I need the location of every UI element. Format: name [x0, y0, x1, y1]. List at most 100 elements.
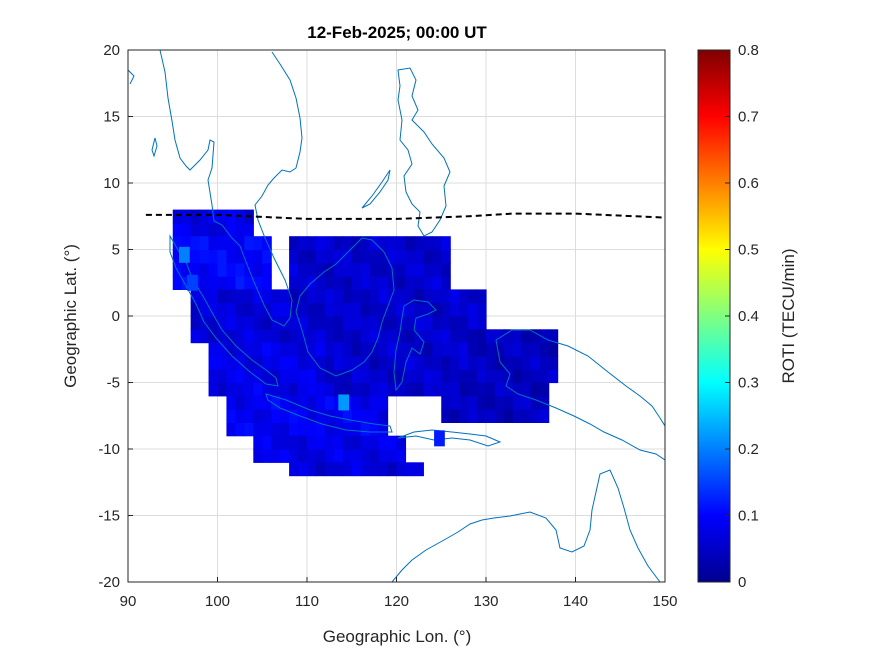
roti-cell — [226, 395, 236, 410]
roti-cell — [351, 435, 362, 450]
roti-cell — [289, 262, 299, 277]
roti-cell — [405, 262, 415, 277]
roti-cell — [369, 382, 380, 397]
roti-cell — [253, 409, 263, 423]
roti-cell — [315, 236, 326, 251]
roti-cell — [414, 316, 424, 330]
roti-cell — [262, 249, 272, 264]
roti-cell — [226, 222, 236, 237]
roti-cell — [530, 369, 541, 384]
roti-cell — [289, 249, 299, 264]
roti-cell — [190, 329, 201, 344]
roti-cell — [423, 276, 433, 290]
roti-cell — [414, 462, 424, 477]
roti-cell — [360, 329, 371, 344]
roti-cell — [468, 316, 478, 330]
roti-cell — [405, 302, 415, 317]
roti-cell — [468, 369, 478, 384]
roti-cell — [459, 355, 469, 370]
roti-cell — [280, 329, 290, 344]
roti-cell — [208, 316, 219, 330]
roti-cell — [396, 382, 407, 397]
roti-cell — [432, 289, 442, 304]
roti-cell — [369, 316, 380, 330]
roti-cell — [324, 276, 335, 290]
x-tick-label: 140 — [563, 593, 588, 610]
roti-cell — [235, 262, 245, 277]
colorbar-label: ROTI (TECU/min) — [779, 248, 798, 383]
roti-cell — [190, 316, 201, 330]
roti-cell — [378, 409, 389, 423]
roti-cell — [369, 422, 380, 437]
roti-cell — [387, 276, 398, 290]
roti-cell — [441, 249, 451, 264]
coastline-andaman-islands — [151, 137, 158, 158]
roti-cell — [477, 395, 487, 410]
roti-cell — [530, 355, 541, 370]
roti-cell — [190, 289, 201, 304]
roti-cell — [378, 276, 389, 290]
roti-cell — [521, 355, 532, 370]
roti-cell — [351, 355, 362, 370]
roti-cell — [298, 382, 308, 397]
coastline-sumatra — [169, 234, 279, 387]
roti-cell — [262, 276, 272, 290]
roti-cell — [396, 435, 407, 450]
roti-cell — [396, 369, 407, 384]
roti-cell — [262, 395, 272, 410]
roti-cell — [360, 249, 371, 264]
roti-cell — [271, 449, 281, 463]
roti-cell — [315, 342, 326, 357]
roti-cell — [387, 369, 398, 384]
roti-cell — [387, 289, 398, 304]
x-tick-label: 100 — [205, 593, 230, 610]
roti-cell — [521, 369, 532, 384]
roti-cell — [441, 382, 451, 397]
chart-title: 12-Feb-2025; 00:00 UT — [307, 23, 487, 42]
roti-cell — [315, 302, 326, 317]
roti-cell — [503, 395, 514, 410]
roti-cell — [226, 355, 236, 370]
roti-cell — [217, 355, 228, 370]
roti-cell — [324, 342, 335, 357]
roti-cell — [315, 289, 326, 304]
roti-cell — [423, 302, 433, 317]
roti-cell — [441, 329, 451, 344]
roti-cell — [217, 382, 228, 397]
roti-cell — [235, 329, 245, 344]
roti-cell — [315, 382, 326, 397]
roti-cell — [324, 395, 335, 410]
roti-cell — [378, 422, 389, 437]
roti-cell — [414, 262, 424, 277]
roti-cell — [172, 276, 183, 290]
roti-cell — [315, 395, 326, 410]
roti-cell — [199, 262, 210, 277]
roti-cell — [405, 462, 415, 477]
roti-cell — [199, 222, 210, 237]
roti-cell — [262, 342, 272, 357]
roti-cell — [414, 236, 424, 251]
roti-cell — [503, 382, 514, 397]
roti-cell — [378, 302, 389, 317]
roti-cell — [253, 289, 263, 304]
roti-cell — [342, 369, 353, 384]
roti-cell — [289, 435, 299, 450]
roti-cell — [468, 409, 478, 423]
roti-cell — [468, 355, 478, 370]
roti-cell — [253, 342, 263, 357]
roti-cell — [262, 355, 272, 370]
roti-cell — [450, 409, 460, 423]
roti-cell — [333, 382, 344, 397]
roti-cell — [342, 449, 353, 463]
roti-cell — [262, 369, 272, 384]
roti-cell — [298, 449, 308, 463]
roti-cell — [351, 316, 362, 330]
roti-cell — [244, 355, 254, 370]
roti-cell — [369, 276, 380, 290]
roti-cell — [494, 369, 505, 384]
roti-cell — [432, 236, 442, 251]
roti-cell — [208, 302, 219, 317]
roti-cell — [271, 355, 281, 370]
roti-cell — [226, 422, 236, 437]
roti-cell — [360, 422, 371, 437]
